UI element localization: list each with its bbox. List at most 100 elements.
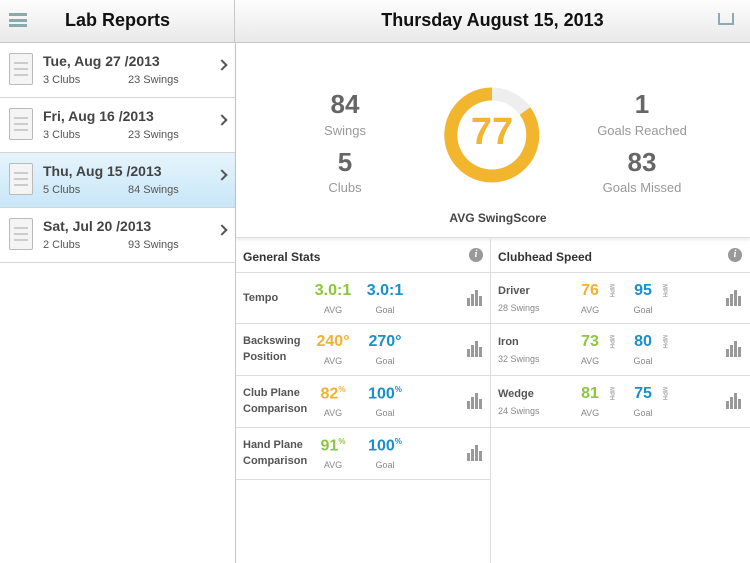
score-value: 77	[470, 111, 514, 153]
report-swings: 23 Swings	[128, 129, 179, 141]
avg-caption: AVG	[323, 460, 343, 470]
icon-line	[14, 178, 28, 180]
report-list: Tue, Aug 27 /2013 3 Clubs 23 Swings Fri, Au…	[0, 43, 236, 563]
icon-bar	[479, 451, 482, 461]
main-title: Thursday August 15, 2013	[381, 10, 604, 30]
report-row[interactable]: Fri, Aug 16 /2013 3 Clubs 23 Swings	[0, 98, 235, 153]
report-row[interactable]: Thu, Aug 15 /2013 5 Clubs 84 Swings	[0, 153, 235, 208]
stat-sub: 24 Swings	[498, 406, 540, 416]
score-ring	[444, 87, 540, 183]
icon-bar	[467, 298, 470, 306]
goal-value: 75 MPH	[603, 385, 683, 403]
avg-value: 82%	[293, 385, 373, 403]
goal-caption: Goal	[375, 356, 395, 366]
goals-missed-value: 83	[627, 147, 657, 177]
chart-button[interactable]	[726, 341, 742, 357]
goal-number: 100	[368, 385, 395, 403]
score-label: AVG SwingScore	[449, 211, 547, 225]
goal-number: 95	[634, 282, 652, 299]
report-clubs: 3 Clubs	[43, 129, 81, 141]
avg-caption: AVG	[580, 305, 600, 315]
goal-value: 3.0:1	[345, 282, 425, 300]
avg-unit: MPH	[608, 387, 614, 401]
report-swings: 93 Swings	[128, 239, 179, 251]
info-button[interactable]: i	[728, 248, 742, 262]
chart-button[interactable]	[467, 445, 483, 461]
icon-bar	[726, 349, 729, 357]
icon-line	[14, 129, 28, 131]
swings-label: Swings	[324, 123, 366, 138]
icon-bar	[471, 397, 474, 409]
report-icon	[9, 163, 33, 195]
report-swings: 23 Swings	[128, 74, 179, 86]
goal-unit: MPH	[661, 387, 667, 401]
avg-caption: AVG	[580, 408, 600, 418]
report-date: Sat, Jul 20 /2013	[43, 218, 152, 234]
report-row[interactable]: Tue, Aug 27 /2013 3 Clubs 23 Swings	[0, 43, 235, 98]
icon-bar	[734, 393, 737, 409]
icon-bar	[467, 453, 470, 461]
info-button[interactable]: i	[469, 248, 483, 262]
stat-label: Wedge	[498, 388, 534, 400]
chevron	[216, 59, 228, 71]
stat-label: Iron	[498, 336, 519, 348]
avg-value: 240°	[293, 333, 373, 351]
chart-button[interactable]	[467, 393, 483, 409]
chart-button[interactable]	[726, 290, 742, 306]
icon-bar	[730, 397, 733, 409]
icon-bar	[479, 399, 482, 409]
panel-title: General Stats	[243, 250, 321, 264]
chart-button[interactable]	[467, 341, 483, 357]
report-icon	[9, 218, 33, 250]
goal-caption: Goal	[633, 408, 653, 418]
goal-number: 100	[368, 437, 395, 455]
stat-row: Club Plane Comparison 82% AVG 100% Goal	[236, 376, 490, 428]
icon-bar	[734, 341, 737, 357]
avg-caption: AVG	[323, 305, 343, 315]
goals-reached-label: Goals Reached	[597, 123, 687, 138]
goal-value: 100%	[345, 385, 425, 403]
report-date: Tue, Aug 27 /2013	[43, 53, 160, 69]
icon-bar	[479, 347, 482, 357]
avg-unit: %	[338, 385, 346, 394]
report-date: Fri, Aug 16 /2013	[43, 108, 154, 124]
avg-unit: MPH	[608, 335, 614, 349]
goal-unit: MPH	[661, 284, 667, 298]
stat-row: Wedge 24 Swings 81 MPH AVG 75 MPH Goal	[491, 376, 750, 428]
avg-number: 76	[581, 282, 599, 299]
avg-value: 91%	[293, 437, 373, 455]
goal-unit: %	[394, 385, 402, 394]
avg-number: 81	[581, 385, 599, 402]
stat-row: Backswing Position 240° AVG 270° Goal	[236, 324, 490, 376]
stat-label: Tempo	[243, 292, 279, 304]
goal-unit: %	[394, 437, 402, 446]
report-row[interactable]: Sat, Jul 20 /2013 2 Clubs 93 Swings	[0, 208, 235, 263]
report-date: Thu, Aug 15 /2013	[43, 163, 162, 179]
avg-caption: AVG	[323, 356, 343, 366]
chart-button[interactable]	[726, 393, 742, 409]
avg-value: 76 MPH	[550, 282, 630, 300]
chart-button[interactable]	[467, 290, 483, 306]
report-swings: 84 Swings	[128, 184, 179, 196]
avg-number: 73	[581, 333, 599, 350]
icon-bar	[726, 401, 729, 409]
goal-value: 80 MPH	[603, 333, 683, 351]
chevron	[216, 114, 228, 126]
icon-bar	[467, 401, 470, 409]
stat-row: Driver 28 Swings 76 MPH AVG 95 MPH Goal	[491, 272, 750, 324]
clubs-label: Clubs	[328, 180, 362, 195]
share-button[interactable]	[718, 13, 734, 25]
stat-sub: 28 Swings	[498, 303, 540, 313]
clubhead-speed: Clubhead Speed i Driver 28 Swings 76 MPH AVG 95…	[491, 239, 750, 563]
icon-bar	[479, 296, 482, 306]
avg-caption: AVG	[323, 408, 343, 418]
stat-label: Driver	[498, 285, 530, 297]
icon-line	[14, 239, 28, 241]
menu-button[interactable]	[9, 13, 27, 27]
main-header: Thursday August 15, 2013	[235, 0, 750, 43]
icon-bar	[738, 399, 741, 409]
avg-unit: MPH	[608, 284, 614, 298]
report-clubs: 2 Clubs	[43, 239, 81, 251]
summary: 84 Swings 5 Clubs 1 Goals Reached 83 Goa…	[236, 43, 750, 238]
icon-line	[14, 233, 28, 235]
